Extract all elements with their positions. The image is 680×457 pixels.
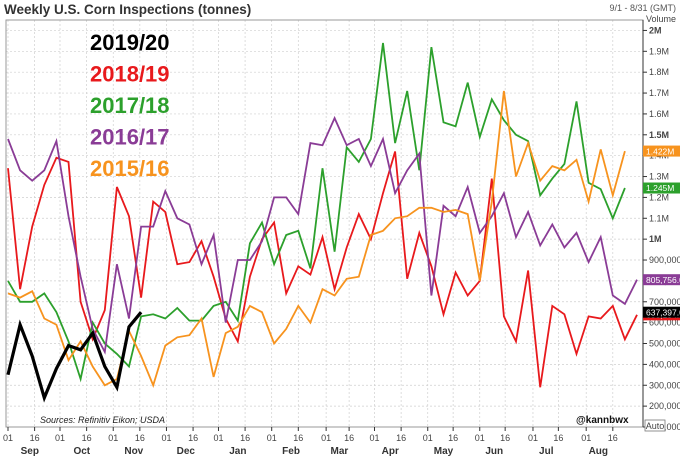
x-tick-label: 16 — [188, 433, 198, 443]
x-tick-label: 16 — [608, 433, 618, 443]
x-tick-label: 01 — [528, 433, 538, 443]
y-tick-label: 700,000 — [649, 297, 680, 307]
legend-entry-2018-19: 2018/19 — [90, 62, 170, 87]
x-tick-label: 01 — [581, 433, 591, 443]
y-tick-label: 1M — [649, 234, 662, 244]
month-label: Dec — [177, 446, 196, 457]
month-label: Oct — [73, 446, 90, 457]
y-tick-label: 1.5M — [649, 130, 669, 140]
chart-title: Weekly U.S. Corn Inspections (tonnes) — [4, 2, 251, 17]
series-line-2019-20 — [6, 311, 143, 403]
month-label: Sep — [21, 446, 39, 457]
month-label: Feb — [282, 446, 300, 457]
y-tick-label: 300,000 — [649, 380, 680, 390]
source-note: Sources: Refinitiv Eikon; USDA — [40, 415, 165, 425]
month-label: Jun — [485, 446, 503, 457]
x-tick-label: 16 — [500, 433, 510, 443]
end-tag-box — [643, 306, 680, 318]
month-label: Mar — [331, 446, 349, 457]
y-tick-label: 500,000 — [649, 339, 680, 349]
y-tick-label: 600,000 — [649, 318, 680, 328]
x-tick-label: 01 — [108, 433, 118, 443]
x-tick-label: 01 — [267, 433, 277, 443]
end-tag-label: 805,756.0 — [646, 275, 680, 285]
x-axis: 01 16 01 16 01 16 01 16 01 16 01 16 01 16 01 16 01 16 01 16… — [3, 427, 618, 457]
date-range: 9/1 - 8/31 (GMT) — [609, 3, 676, 13]
end-tag-box — [643, 274, 680, 286]
month-label: Jan — [229, 446, 246, 457]
month-label: Nov — [124, 446, 143, 457]
series-line-2016-17 — [7, 115, 638, 355]
y-tick-label: 2M — [649, 25, 662, 35]
series-line-2017-18 — [7, 42, 626, 383]
x-tick-label: 16 — [553, 433, 563, 443]
series-line-2015-16 — [7, 90, 626, 388]
y-tick-label: 1.7M — [649, 88, 669, 98]
legend-entry-2019-20: 2019/20 — [90, 30, 170, 55]
y-axis-label: Volume — [646, 14, 676, 24]
x-tick-label: 01 — [370, 433, 380, 443]
x-tick-label: 16 — [82, 433, 92, 443]
y-tick-label: 1.8M — [649, 67, 669, 77]
author-credit: @kannbwx — [576, 415, 629, 426]
y-tick-label: 1.6M — [649, 109, 669, 119]
x-tick-label: 01 — [213, 433, 223, 443]
legend: 2019/20 2018/19 2017/18 2016/17 2015/16 — [90, 30, 170, 181]
end-tag-label: 1.245M — [646, 183, 674, 193]
legend-entry-2016-17: 2016/17 — [90, 125, 170, 150]
end-tag-label: 1.422M — [646, 146, 674, 156]
end-tag-box — [643, 182, 680, 194]
legend-entry-2017-18: 2017/18 — [90, 93, 170, 118]
month-label: Jul — [539, 446, 554, 457]
x-tick-label: 16 — [135, 433, 145, 443]
x-tick-label: 16 — [448, 433, 458, 443]
x-tick-label: 16 — [30, 433, 40, 443]
y-tick-label: 1.2M — [649, 192, 669, 202]
x-tick-label: 16 — [293, 433, 303, 443]
end-tag-2016-17: 805,756.0 — [643, 274, 680, 286]
end-tag-label: 637,397.0 — [646, 307, 680, 317]
auto-scale-button[interactable] — [644, 419, 666, 432]
y-tick-label: 1.9M — [649, 46, 669, 56]
y-tick-label: 1.3M — [649, 172, 669, 182]
series-line-2018-19 — [7, 151, 638, 388]
y-tick-label: 400,000 — [649, 359, 680, 369]
month-label: May — [434, 446, 454, 457]
series-layer — [6, 42, 638, 403]
month-label: Aug — [589, 446, 608, 457]
end-tag-box — [643, 145, 680, 157]
x-tick-label: 01 — [321, 433, 331, 443]
y-tick-label: 900,000 — [649, 255, 680, 265]
x-tick-label: 01 — [3, 433, 13, 443]
auto-scale-label: Auto — [646, 421, 665, 431]
x-tick-label: 01 — [55, 433, 65, 443]
end-tag-2015-16: 1.422M — [643, 145, 680, 157]
end-tag-2017-18: 1.245M — [643, 182, 680, 194]
y-tick-label: 200,000 — [649, 401, 680, 411]
x-tick-label: 01 — [475, 433, 485, 443]
month-label: Apr — [382, 446, 399, 457]
legend-entry-2015-16: 2015/16 — [90, 156, 170, 181]
x-tick-label: 01 — [423, 433, 433, 443]
x-tick-label: 16 — [396, 433, 406, 443]
x-tick-label: 01 — [161, 433, 171, 443]
x-tick-label: 16 — [344, 433, 354, 443]
x-tick-label: 16 — [240, 433, 250, 443]
y-tick-label: 1.1M — [649, 213, 669, 223]
end-tag-2019-20: 637,397.0 — [643, 306, 680, 318]
